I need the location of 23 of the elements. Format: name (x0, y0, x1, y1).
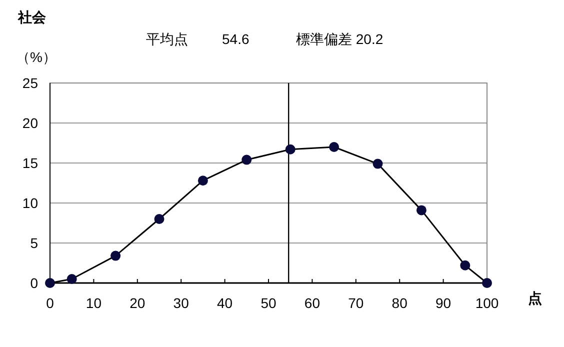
x-tick-label: 70 (348, 295, 364, 311)
y-tick-label: 0 (30, 275, 38, 291)
x-tick-label: 30 (173, 295, 190, 311)
text: 標準偏差 20.2 (296, 31, 384, 47)
y-tick-label: 5 (30, 235, 38, 251)
x-tick-label: 100 (475, 295, 499, 311)
x-axis-title: 点 (528, 290, 542, 306)
x-tick-label: 0 (46, 295, 54, 311)
x-tick-label: 10 (86, 295, 102, 311)
y-tick-label: 15 (22, 155, 38, 171)
y-tick-label: 25 (22, 75, 38, 91)
x-tick-label: 40 (217, 295, 233, 311)
x-tick-label: 80 (392, 295, 408, 311)
x-tick-label: 60 (304, 295, 320, 311)
y-tick-label: 10 (22, 195, 38, 211)
chart-title: 社会 (17, 9, 47, 25)
text: 平均点 (146, 31, 188, 47)
text: 54.6 (222, 31, 250, 47)
y-axis-title: （%） (16, 49, 56, 65)
x-tick-label: 90 (436, 295, 452, 311)
y-tick-label: 20 (22, 115, 38, 131)
x-tick-label: 50 (260, 295, 276, 311)
x-tick-label: 20 (130, 295, 146, 311)
